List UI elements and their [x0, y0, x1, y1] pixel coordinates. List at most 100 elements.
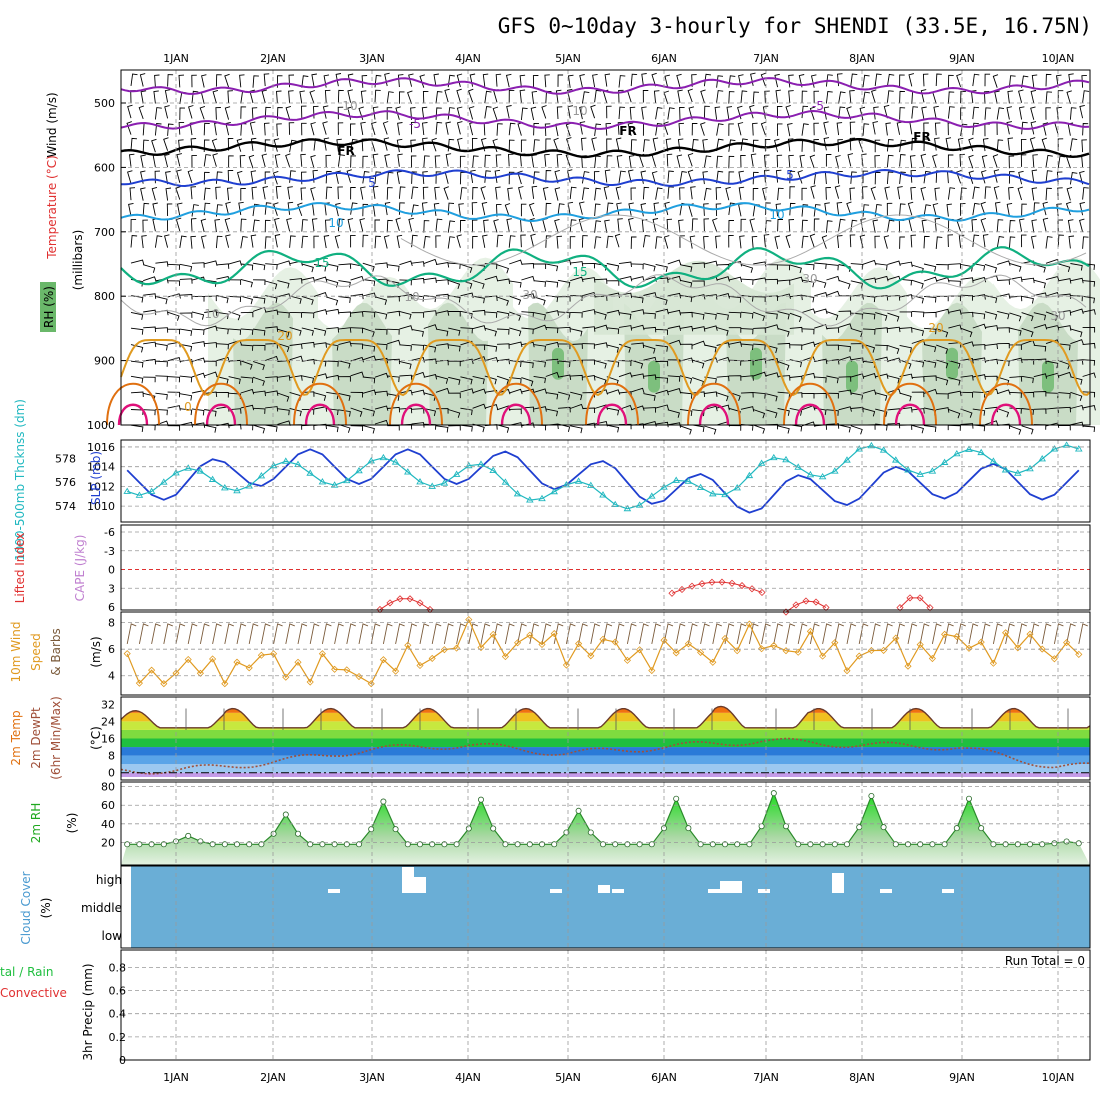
wind-barb	[264, 171, 271, 184]
wind-barb	[553, 137, 559, 152]
wind-barb	[997, 342, 1010, 349]
wind-barb	[410, 107, 416, 120]
wind-barb	[687, 169, 694, 184]
plot-layer	[106, 72, 1096, 893]
wind-barb	[411, 204, 419, 217]
wind-barb	[692, 312, 705, 320]
wind-barb	[1033, 202, 1040, 215]
wind-barb	[434, 186, 440, 200]
wind-barb	[448, 360, 461, 367]
wind-barb	[387, 393, 400, 401]
wind-barb	[277, 328, 290, 338]
wind-barb	[140, 154, 146, 168]
wind-barb	[338, 376, 351, 382]
thickness-marker	[684, 477, 693, 484]
wind-barb	[980, 623, 991, 645]
wind-barb	[765, 264, 778, 270]
wind-barb	[484, 275, 499, 282]
wind-barb	[944, 623, 954, 645]
wind-barb	[692, 326, 706, 332]
date-label-top: 3JAN	[359, 52, 385, 65]
wind-barb	[582, 277, 596, 283]
thickness-marker	[465, 461, 473, 469]
wind-barb	[155, 327, 169, 333]
wind-barb	[849, 137, 856, 151]
wind-barb	[313, 309, 328, 315]
wind-barb	[1021, 327, 1034, 338]
wind-barb	[862, 328, 876, 335]
rh-marker	[185, 832, 192, 839]
thickness-tick-label: 576	[55, 476, 76, 489]
wind-barb	[651, 171, 658, 185]
wind-speed-marker	[1014, 644, 1022, 652]
wind-barb	[265, 355, 279, 362]
wind-barb	[1008, 75, 1016, 88]
wind-barb	[1006, 106, 1012, 120]
wind-barb	[338, 327, 352, 333]
wind-barb	[801, 204, 809, 217]
wind-barb	[570, 374, 583, 381]
wind-barb	[457, 137, 463, 152]
wind-barb	[130, 295, 144, 303]
wind-barb	[700, 623, 710, 645]
date-label-bottom: 9JAN	[949, 1071, 975, 1084]
wind-barb	[618, 89, 624, 103]
wind-barb	[419, 74, 425, 88]
wind-barb	[726, 106, 733, 120]
wind-barb	[642, 186, 650, 200]
wind-barb	[468, 106, 475, 120]
wind-barb	[240, 328, 254, 335]
wind-barb	[874, 171, 881, 185]
wind-barb	[688, 106, 695, 120]
wind-barb	[337, 218, 345, 232]
wind-barb	[460, 263, 473, 273]
wind-barb	[655, 328, 669, 335]
wind-barb	[590, 623, 600, 645]
wind-barb	[643, 326, 657, 333]
wind-barb	[984, 358, 999, 365]
wind-barb	[260, 623, 271, 645]
wind-barb	[1045, 73, 1052, 87]
wind-barb	[934, 122, 941, 136]
wind-barb	[460, 310, 473, 319]
wind-barb	[167, 425, 181, 431]
wind-barb	[127, 104, 133, 119]
wind-barb	[785, 104, 791, 119]
wind-barb	[533, 344, 547, 352]
rh-marker	[148, 841, 155, 848]
thickness-marker	[318, 478, 327, 485]
wind-barb	[285, 153, 291, 167]
wind-barb	[923, 170, 931, 184]
wind-barb	[250, 170, 257, 184]
wind-barb	[565, 153, 572, 167]
thickness-marker	[733, 484, 741, 491]
temperature-line	[120, 705, 1091, 729]
wind-barb	[980, 170, 987, 184]
isotherm-15	[120, 246, 1090, 290]
thickness-marker	[611, 500, 619, 508]
wind-barb	[883, 235, 890, 249]
wind-barb	[130, 327, 144, 335]
wind-barb	[435, 279, 449, 285]
wind-barb	[871, 89, 877, 103]
wind-barb	[678, 219, 684, 233]
wind-barb	[264, 122, 270, 136]
wind-barb	[529, 217, 535, 232]
wind-barb	[667, 339, 682, 346]
cloud-background	[131, 866, 1090, 948]
wind-barb	[984, 311, 998, 320]
text-layer: 1JAN1JAN2JAN2JAN3JAN3JAN4JAN4JAN5JAN5JAN…	[0, 52, 1085, 1084]
date-label-bottom: 7JAN	[753, 1071, 779, 1084]
wind-barb	[521, 406, 535, 413]
wind-speed-marker	[806, 627, 814, 635]
wind-barb	[384, 154, 390, 168]
wind-barb	[362, 279, 376, 287]
wind-barb	[923, 204, 931, 217]
wind-barb	[716, 327, 729, 336]
wind-barb	[411, 328, 424, 337]
wind-barb	[788, 219, 795, 232]
wind-barb	[728, 234, 734, 248]
wind-barb	[582, 326, 596, 332]
precip-tick-label: 0.6	[109, 985, 127, 998]
wind-barb	[557, 279, 571, 288]
